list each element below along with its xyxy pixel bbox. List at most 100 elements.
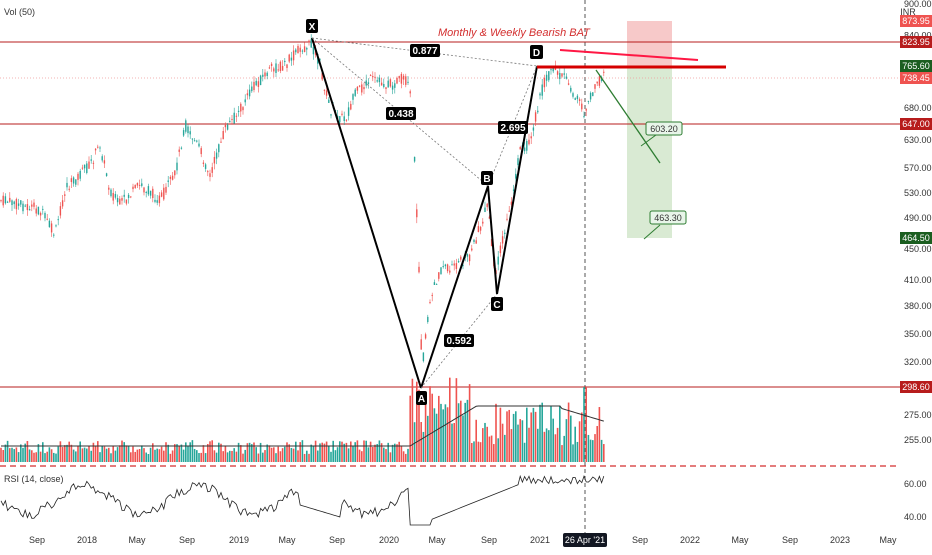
vol-bar-268 — [589, 439, 592, 462]
candle-15 — [33, 199, 35, 210]
svg-text:0.592: 0.592 — [446, 336, 471, 347]
candle-270 — [594, 83, 596, 93]
volume-series — [0, 377, 605, 462]
price-tick-14: 275.00 — [904, 410, 932, 420]
vol-bar-185 — [407, 448, 409, 462]
candle-107 — [235, 113, 238, 123]
candle-59 — [130, 196, 132, 199]
candle-46 — [101, 154, 103, 163]
vol-bar-255 — [561, 445, 563, 462]
candle-173 — [380, 77, 383, 86]
vol-bar-264 — [581, 412, 583, 462]
vol-bar-164 — [361, 451, 363, 462]
candle-35 — [77, 171, 79, 186]
candle-24 — [53, 233, 55, 238]
vol-bar-223 — [490, 435, 493, 462]
candle-62 — [136, 182, 139, 189]
vol-bar-5 — [11, 447, 13, 462]
candle-233 — [512, 184, 515, 195]
vol-bar-8 — [17, 452, 20, 462]
candle-140 — [308, 39, 310, 46]
vol-bar-108 — [237, 442, 240, 462]
vol-bar-183 — [402, 451, 405, 462]
candle-167 — [367, 78, 370, 89]
vol-bar-138 — [303, 453, 306, 462]
vol-bar-178 — [391, 444, 394, 462]
candle-271 — [596, 81, 598, 86]
candle-57 — [125, 199, 128, 206]
vol-bar-196 — [431, 393, 433, 462]
candle-269 — [592, 92, 594, 97]
candle-4 — [9, 192, 11, 203]
candle-182 — [400, 72, 403, 89]
vol-bar-113 — [248, 442, 251, 462]
price-tick-1: 840.00 — [904, 30, 932, 40]
vol-bar-161 — [354, 442, 356, 462]
vol-bar-111 — [244, 449, 246, 462]
candle-212 — [466, 253, 469, 262]
vol-bar-43 — [94, 445, 97, 462]
level-tag-1: 823.95 — [900, 36, 932, 48]
candle-110 — [242, 106, 244, 115]
vol-bar-216 — [475, 419, 477, 462]
candle-58 — [127, 193, 130, 204]
vol-bar-47 — [103, 446, 106, 462]
vol-bar-106 — [233, 448, 235, 462]
price-tick-0: 900.00 — [904, 0, 932, 9]
vol-bar-274 — [603, 444, 605, 462]
vol-bar-61 — [134, 451, 136, 462]
vol-bar-159 — [350, 441, 352, 462]
time-tick-3: Sep — [179, 535, 195, 545]
candle-106 — [233, 107, 235, 124]
candle-16 — [35, 205, 37, 217]
candle-96 — [211, 162, 213, 178]
vol-bar-203 — [446, 407, 449, 462]
vol-bar-236 — [519, 419, 521, 462]
candle-31 — [68, 185, 70, 192]
vol-bar-193 — [424, 393, 427, 462]
price-tick-3: 680.00 — [904, 103, 932, 113]
vol-bar-189 — [416, 381, 418, 462]
candle-103 — [226, 122, 229, 131]
vol-bar-72 — [158, 449, 161, 462]
vol-bar-147 — [323, 443, 326, 462]
candle-214 — [471, 244, 473, 252]
candle-258 — [567, 79, 570, 86]
vol-bar-146 — [321, 442, 323, 462]
candle-12 — [26, 198, 29, 216]
vol-bar-215 — [473, 441, 475, 462]
candle-236 — [519, 145, 521, 150]
vol-bar-34 — [75, 451, 77, 462]
target-2-box: 463.30 — [649, 210, 687, 225]
vol-bar-172 — [378, 440, 381, 462]
vol-bar-217 — [477, 441, 480, 462]
candle-139 — [306, 46, 308, 56]
vol-bar-210 — [462, 415, 464, 462]
vol-bar-149 — [328, 445, 330, 462]
vol-bar-56 — [123, 442, 125, 462]
vol-bar-9 — [20, 444, 22, 462]
vol-bar-3 — [6, 440, 9, 462]
candle-95 — [209, 169, 211, 182]
vol-bar-29 — [64, 445, 66, 462]
vol-bar-91 — [200, 452, 202, 462]
svg-text:823.95: 823.95 — [902, 37, 930, 47]
vol-bar-119 — [262, 452, 264, 462]
candle-229 — [504, 229, 506, 239]
svg-text:2019: 2019 — [229, 535, 249, 545]
vol-bar-110 — [242, 453, 244, 462]
svg-text:2.695: 2.695 — [500, 123, 525, 134]
vol-bar-267 — [587, 434, 590, 462]
time-tick-7: 2020 — [379, 535, 399, 545]
vol-bar-45 — [99, 452, 101, 462]
vol-bar-250 — [550, 406, 552, 462]
candle-206 — [453, 260, 455, 271]
candle-219 — [482, 218, 484, 227]
candle-65 — [143, 186, 145, 196]
price-tick-9: 410.00 — [904, 275, 932, 285]
candle-5 — [11, 199, 13, 211]
candle-78 — [171, 172, 174, 181]
target-zone — [627, 68, 672, 238]
vol-bar-226 — [497, 438, 499, 462]
